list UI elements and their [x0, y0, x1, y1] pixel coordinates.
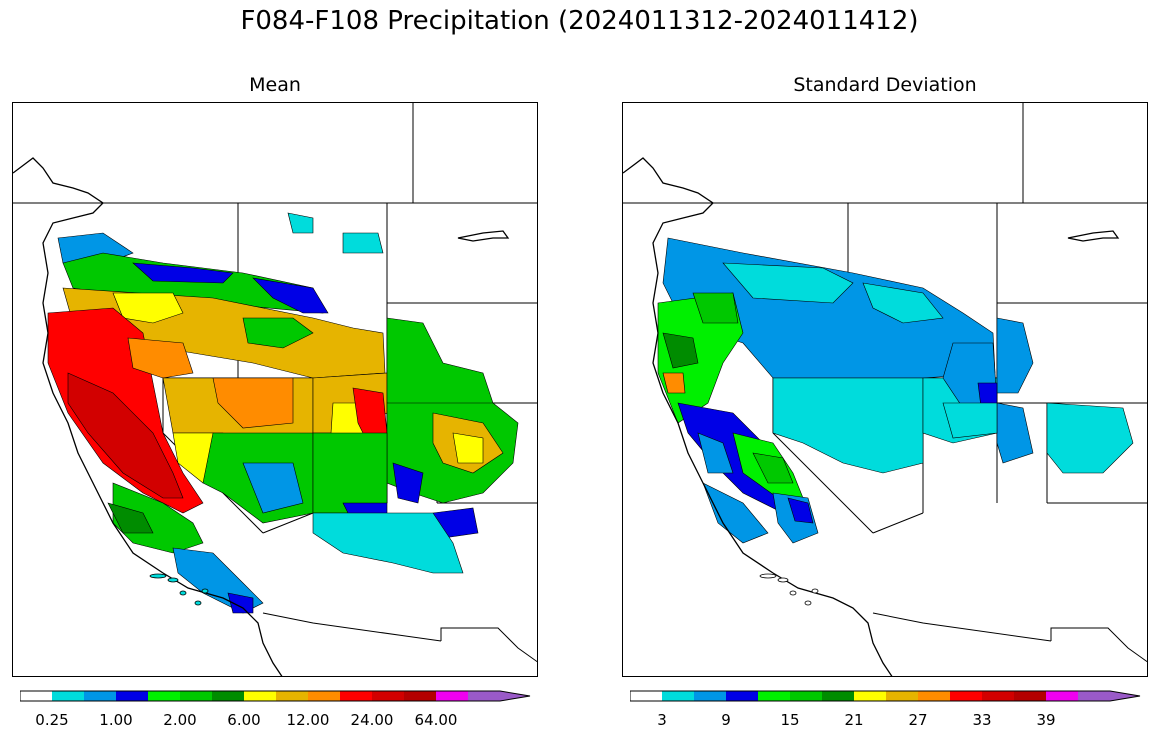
colorbar-swatch-4 [148, 691, 180, 701]
colorbar-swatch-4 [758, 691, 790, 701]
colorbar-swatch-3 [726, 691, 758, 701]
colorbar-swatch-2 [84, 691, 116, 701]
colorbar-swatch-7 [854, 691, 886, 701]
colorbar-swatch-14 [1078, 691, 1140, 701]
colorbar-swatch-13 [1046, 691, 1078, 701]
colorbar-swatch-5 [790, 691, 822, 701]
stddev-tick-0: 3 [657, 711, 667, 729]
stddev-basins [657, 237, 1134, 544]
colorbar-swatch-1 [52, 691, 84, 701]
colorbar-swatch-0 [20, 691, 52, 701]
stddev-tick-2: 15 [780, 711, 800, 729]
colorbar-swatch-12 [1014, 691, 1046, 701]
colorbar-swatch-14 [468, 691, 530, 701]
mean-tick-0: 0.25 [35, 711, 69, 729]
colorbar-swatch-1 [662, 691, 694, 701]
colorbar-swatch-11 [982, 691, 1014, 701]
stddev-tick-5: 33 [972, 711, 992, 729]
coastline [623, 157, 1120, 676]
channel-islands [149, 573, 209, 606]
mean-tick-5: 24.00 [350, 711, 394, 729]
colorbar-swatch-0 [630, 691, 662, 701]
mean-tick-6: 64.00 [414, 711, 458, 729]
mean-map [12, 102, 538, 677]
colorbar-swatch-12 [404, 691, 436, 701]
stddev-map-svg [623, 103, 1147, 676]
mean-colorbar [20, 690, 532, 710]
stddev-map [622, 102, 1148, 677]
colorbar-swatch-10 [950, 691, 982, 701]
colorbar-swatch-7 [244, 691, 276, 701]
colorbar-swatch-9 [308, 691, 340, 701]
mean-colorbar-swatches [20, 691, 530, 701]
stddev-tick-1: 9 [721, 711, 731, 729]
colorbar-swatch-9 [918, 691, 950, 701]
coastline [13, 157, 510, 676]
precip-basins [47, 212, 519, 614]
channel-islands [759, 573, 819, 606]
stddev-colorbar [630, 690, 1142, 710]
stddev-panel-title: Standard Deviation [793, 74, 977, 96]
stddev-tick-6: 39 [1036, 711, 1056, 729]
colorbar-swatch-6 [822, 691, 854, 701]
colorbar-swatch-5 [180, 691, 212, 701]
mean-tick-1: 1.00 [99, 711, 133, 729]
colorbar-swatch-8 [886, 691, 918, 701]
figure-title: F084-F108 Precipitation (2024011312-2024… [240, 6, 919, 36]
stddev-tick-4: 27 [908, 711, 928, 729]
colorbar-swatch-11 [372, 691, 404, 701]
colorbar-swatch-2 [694, 691, 726, 701]
colorbar-swatch-6 [212, 691, 244, 701]
stddev-colorbar-swatches [630, 691, 1140, 701]
colorbar-swatch-10 [340, 691, 372, 701]
mean-tick-3: 6.00 [227, 711, 261, 729]
colorbar-swatch-3 [116, 691, 148, 701]
mean-panel-title: Mean [249, 74, 301, 96]
colorbar-swatch-13 [436, 691, 468, 701]
stddev-tick-3: 21 [844, 711, 864, 729]
mean-tick-4: 12.00 [286, 711, 330, 729]
colorbar-swatch-8 [276, 691, 308, 701]
mean-tick-2: 2.00 [163, 711, 197, 729]
mean-map-svg [13, 103, 537, 676]
